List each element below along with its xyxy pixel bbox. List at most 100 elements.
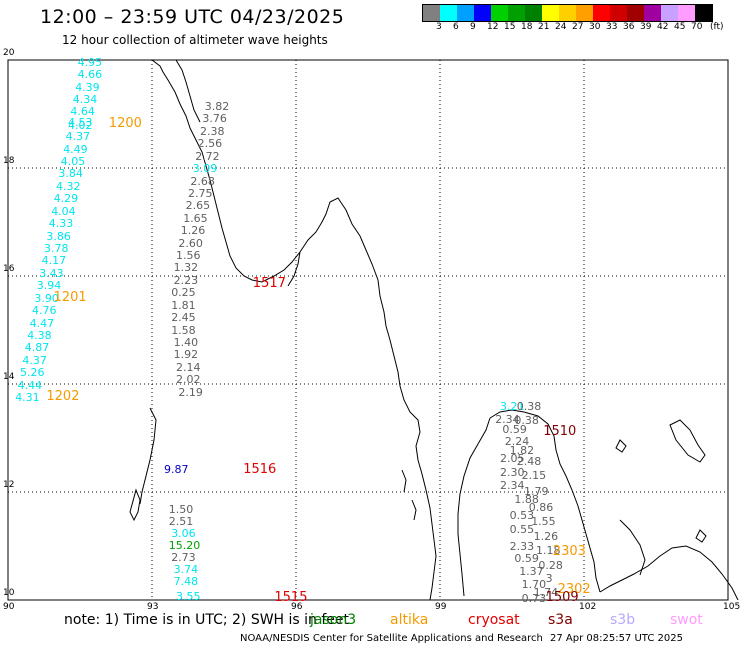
- pass-time-tag: 1509: [545, 589, 579, 605]
- legend-swatch: [491, 5, 508, 21]
- wave-height-value: 4.47: [29, 316, 55, 330]
- legend-swatch: [644, 5, 661, 21]
- wave-height-value: 1.70: [521, 577, 547, 591]
- wave-height-value: 9.87: [164, 463, 189, 477]
- latitude-label: 16: [3, 264, 15, 274]
- wave-height-value: 2.72: [195, 149, 220, 163]
- wave-height-value: 2.34: [495, 412, 520, 426]
- legend-swatch: [423, 5, 440, 21]
- wave-height-value: 2.15: [521, 468, 547, 482]
- wave-height-value: 4.32: [56, 179, 81, 193]
- legend-swatch: [474, 5, 491, 21]
- legend-level-label: 39: [640, 22, 652, 32]
- latitude-label: 12: [3, 480, 15, 490]
- wave-height-value: 4.44: [17, 378, 43, 392]
- color-scale-labels: 3 6 9 12 15 18 21 24 27 30 33 36 39 42 45 70 (ft): [422, 22, 740, 34]
- wave-height-value: 1.26: [533, 529, 559, 543]
- wave-height-value: 1.40: [173, 335, 199, 349]
- wave-height-value: 3.90: [34, 291, 59, 305]
- satellite-legend-entry: s3a: [548, 612, 573, 628]
- wave-height-value: 2.34: [500, 478, 525, 492]
- wave-height-value: 2.68: [190, 174, 215, 188]
- satellite-legend-entry: swot: [670, 612, 703, 628]
- wave-height-value: 1.79: [524, 485, 549, 498]
- legend-swatch: [610, 5, 627, 21]
- satellite-legend-entry: s3b: [610, 612, 636, 628]
- wave-height-value: 2.24: [504, 435, 530, 449]
- wave-height-value: 1.74: [533, 585, 559, 599]
- wave-height-value: 5.26: [20, 366, 45, 380]
- wave-height-value: 3.76: [202, 112, 227, 126]
- wave-height-value: 4.31: [15, 391, 40, 405]
- wave-height-value: 1.65: [183, 211, 208, 225]
- legend-swatch: [593, 5, 610, 21]
- legend-swatch: [440, 5, 457, 21]
- wave-height-value: 3.55: [176, 589, 201, 603]
- legend-level-label: 21: [538, 22, 550, 32]
- wave-height-value: 1.56: [176, 249, 201, 263]
- legend-level-label: 24: [555, 22, 567, 32]
- wave-height-value: 0.25: [171, 286, 196, 300]
- legend-level-label: 15: [504, 22, 516, 32]
- legend-level-label: 30: [589, 22, 601, 32]
- wave-height-value: 0.55: [509, 522, 535, 536]
- wave-height-value: 4.49: [63, 142, 88, 156]
- latitude-label: 10: [3, 588, 15, 598]
- longitude-label: 96: [291, 602, 303, 612]
- wave-height-value: 4.53: [68, 116, 93, 130]
- wave-height-value: 4.04: [51, 204, 76, 218]
- wave-height-value: 2.30: [500, 465, 525, 479]
- pass-time-tag: 1200: [108, 115, 142, 131]
- legend-swatch: [576, 5, 593, 21]
- longitude-label: 99: [435, 602, 447, 612]
- wave-height-value: 1.81: [171, 298, 196, 312]
- color-scale-legend: [422, 4, 713, 22]
- wave-height-value: 0.38: [514, 413, 539, 427]
- wave-height-value: 4.76: [32, 304, 57, 318]
- pass-time-tag: 1510: [543, 424, 577, 440]
- legend-swatch: [508, 5, 525, 21]
- legend-level-label: 45: [674, 22, 686, 32]
- map-title: 12:00 – 23:59 UTC 04/23/2025: [40, 6, 345, 28]
- legend-level-label: 42: [657, 22, 669, 32]
- legend-level-label: 9: [470, 22, 476, 32]
- wave-height-value: 2.02: [176, 373, 201, 387]
- wave-height-value: 2.19: [178, 385, 203, 399]
- pass-time-tag: 2303: [552, 544, 586, 560]
- wave-height-value: 2.48: [516, 455, 542, 469]
- pass-time-tag: 1516: [243, 461, 277, 477]
- latitude-label: 18: [3, 156, 15, 166]
- wave-height-value: 2.05: [500, 451, 525, 465]
- wave-height-value: 0.38: [516, 400, 542, 414]
- wave-height-value: 2.45: [171, 311, 196, 325]
- wave-height-value: 3.74: [173, 562, 199, 576]
- map-subtitle: 12 hour collection of altimeter wave hei…: [62, 33, 328, 47]
- wave-height-value: 3.94: [36, 279, 62, 293]
- wave-height-value: 1.26: [180, 224, 206, 238]
- wave-height-value: 1.82: [509, 443, 535, 457]
- longitude-label: 102: [579, 602, 597, 612]
- wave-height-value: 4.38: [27, 328, 52, 342]
- legend-unit: (ft): [710, 22, 724, 32]
- wave-height-value: 3.06: [171, 527, 196, 541]
- wave-height-value: 2.65: [185, 199, 211, 213]
- wave-height-value: 1.37: [519, 564, 544, 578]
- wave-height-value: 0.53: [509, 508, 535, 522]
- wave-height-value: 4.95: [77, 55, 103, 69]
- wave-height-value: 4.87: [24, 341, 50, 355]
- wave-height-value: 4.39: [75, 80, 100, 94]
- satellite-legend-entry: cryosat: [468, 612, 520, 628]
- wave-height-value: 7.48: [173, 574, 199, 588]
- legend-swatch: [542, 5, 559, 21]
- legend-swatch: [457, 5, 474, 21]
- latitude-label: 14: [3, 372, 15, 382]
- satellite-legend-entry: jason3: [310, 612, 357, 628]
- wave-height-value: 3.82: [204, 99, 230, 113]
- wave-height-value: 4.64: [70, 105, 95, 119]
- wave-height-value: 1.50: [168, 503, 194, 517]
- wave-height-value: 0.28: [538, 558, 563, 572]
- wave-height-value: 2.73: [171, 550, 196, 564]
- wave-height-value: 4.37: [65, 130, 91, 144]
- legend-swatch: [695, 5, 712, 21]
